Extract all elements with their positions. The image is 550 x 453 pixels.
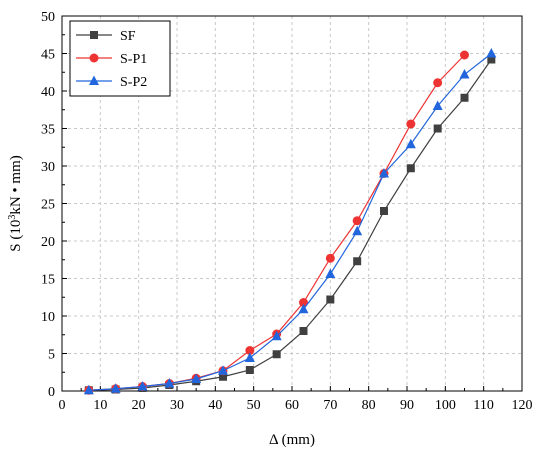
- x-axis-title: Δ (mm): [269, 432, 315, 448]
- y-tick-label: 40: [41, 85, 55, 100]
- series-s-p1: [84, 50, 469, 395]
- x-tick-label: 0: [59, 398, 66, 413]
- series-s-p2: [83, 48, 497, 395]
- data-point: [164, 378, 175, 388]
- data-point: [245, 366, 254, 374]
- data-point: [325, 268, 336, 278]
- data-point: [352, 216, 362, 226]
- data-point: [487, 55, 496, 64]
- legend-label: SF: [120, 29, 136, 44]
- x-tick-label: 30: [170, 398, 184, 413]
- y-tick-label: 20: [41, 235, 55, 250]
- x-tick-label: 50: [247, 398, 261, 413]
- data-point: [460, 50, 469, 60]
- data-point: [299, 327, 308, 335]
- data-point: [459, 69, 470, 79]
- x-tick-label: 70: [323, 398, 337, 413]
- y-tick-label: 45: [41, 48, 55, 63]
- data-point: [272, 350, 281, 359]
- x-tick-label: 40: [208, 398, 222, 413]
- series-line-sf: [88, 59, 492, 391]
- legend-label: S-P1: [120, 52, 147, 67]
- y-tick-label: 5: [48, 348, 55, 363]
- legend-marker: [90, 31, 98, 39]
- data-point: [432, 100, 443, 110]
- x-tick-label: 100: [435, 398, 456, 413]
- legend-item-s-p2: S-P2: [76, 75, 147, 90]
- y-axis-title-main: S (10: [8, 220, 24, 252]
- legend-marker: [89, 53, 99, 63]
- y-tick-label: 0: [48, 385, 55, 400]
- y-tick-label: 50: [41, 10, 55, 25]
- data-point: [433, 124, 442, 133]
- y-axis-title-sup: 3: [7, 215, 18, 220]
- data-point: [405, 138, 416, 149]
- x-tick-label: 20: [132, 398, 146, 413]
- y-axis-title: S (103kN • mm): [7, 155, 24, 252]
- data-point: [218, 365, 228, 375]
- data-point: [271, 330, 282, 341]
- data-point: [326, 295, 335, 304]
- data-point: [486, 48, 497, 58]
- legend-item-s-p1: S-P1: [76, 52, 147, 67]
- legend-label: S-P2: [120, 75, 147, 90]
- x-tick-label: 120: [512, 398, 533, 413]
- data-point: [245, 346, 255, 355]
- data-point: [406, 164, 415, 173]
- data-point: [380, 207, 388, 215]
- data-point: [352, 225, 363, 236]
- data-point: [433, 78, 443, 88]
- series-line-s-p2: [88, 53, 492, 391]
- data-point: [299, 298, 308, 307]
- x-tick-label: 110: [473, 398, 493, 413]
- y-axis-title-rest: kN • mm): [8, 155, 24, 214]
- data-point: [219, 372, 227, 381]
- y-tick-label: 35: [41, 123, 55, 138]
- data-point: [137, 381, 148, 391]
- data-point: [298, 303, 309, 314]
- data-point: [244, 352, 255, 362]
- x-tick-label: 10: [93, 398, 107, 413]
- data-point: [406, 119, 416, 129]
- x-tick-label: 80: [362, 398, 376, 413]
- x-tick-label: 90: [400, 398, 414, 413]
- legend: SF S-P1 S-P2: [69, 20, 171, 97]
- data-point: [353, 257, 362, 266]
- y-tick-label: 25: [41, 198, 55, 213]
- axis-ticks: 0 10 20 30 40 50 60 70 80 90 100 110 120 0 5 10 15 20 25 30…: [41, 10, 533, 413]
- series-sf: [84, 55, 496, 395]
- data-point: [191, 373, 202, 383]
- data-point: [460, 93, 469, 102]
- x-tick-label: 60: [285, 398, 299, 413]
- y-tick-label: 15: [41, 273, 55, 288]
- data-point: [83, 384, 94, 395]
- data-point: [110, 383, 121, 393]
- data-point: [325, 253, 335, 263]
- legend-item-sf: SF: [76, 29, 136, 44]
- y-tick-label: 30: [41, 160, 55, 175]
- series: [83, 48, 497, 395]
- legend-marker: [89, 75, 99, 85]
- y-tick-label: 10: [41, 310, 55, 325]
- data-point: [379, 168, 389, 178]
- grid: [62, 16, 522, 391]
